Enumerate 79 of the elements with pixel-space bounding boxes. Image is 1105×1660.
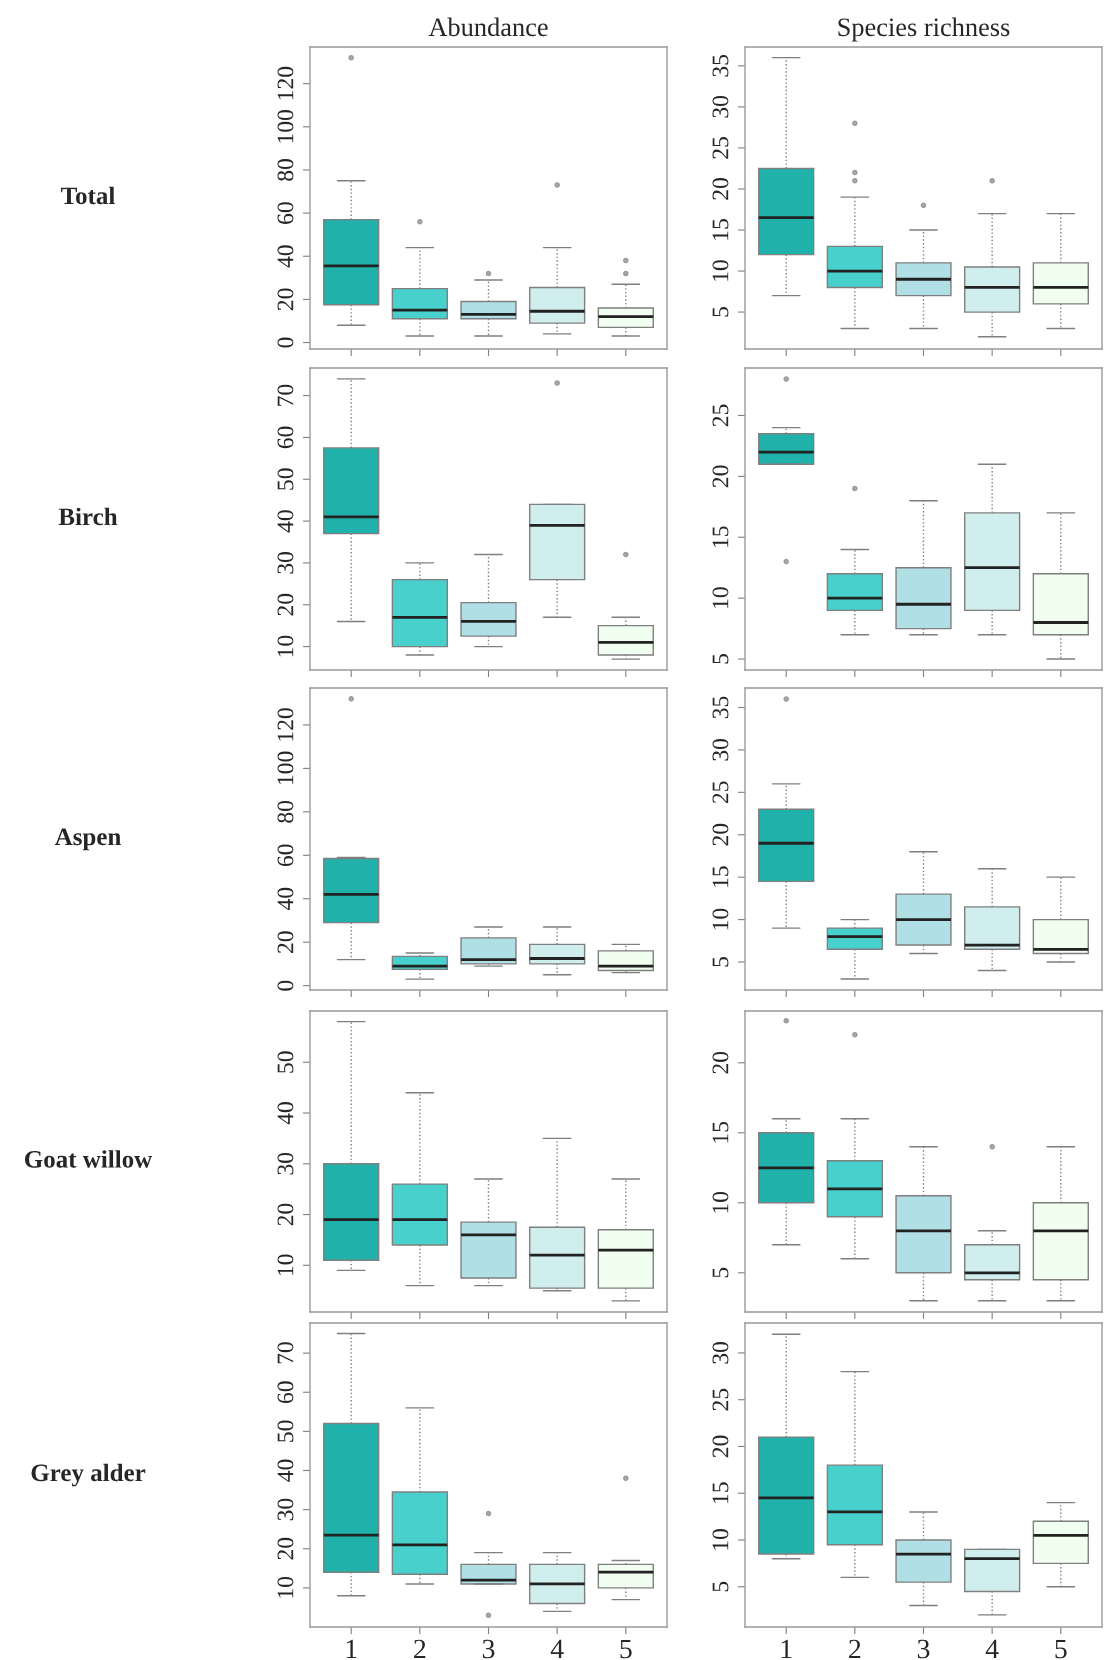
y-tick-label: 15 <box>712 219 729 240</box>
y-tick-label: 70 <box>277 1342 294 1364</box>
x-tick-label: 4 <box>985 1639 999 1659</box>
y-axis-title: Grey alder <box>31 1463 146 1487</box>
y-tick-label: 5 <box>712 1267 729 1278</box>
y-tick-label: 15 <box>712 526 729 547</box>
y-tick-label: 20 <box>277 931 294 953</box>
y-tick-label: 50 <box>277 1420 294 1442</box>
y-tick-label: 60 <box>277 844 294 867</box>
y-axis-title: Total <box>61 186 115 205</box>
y-tick-label: 25 <box>712 404 729 427</box>
y-tick-label: 25 <box>712 781 729 804</box>
y-tick-label: 10 <box>277 1576 294 1598</box>
y-tick-label: 50 <box>277 468 294 490</box>
y-tick-label: 15 <box>712 1482 729 1503</box>
y-tick-label: 5 <box>712 957 729 967</box>
y-axis-title: Aspen <box>54 828 121 851</box>
y-tick-label: 0 <box>277 980 294 991</box>
y-tick-label: 10 <box>712 260 729 281</box>
y-tick-label: 0 <box>277 337 294 348</box>
y-tick-label: 20 <box>277 288 294 311</box>
y-axis-title: Goat willow <box>24 1150 153 1168</box>
x-tick-label: 2 <box>414 1639 426 1659</box>
y-tick-label: 30 <box>277 1498 294 1521</box>
y-tick-label: 35 <box>712 54 729 77</box>
y-tick-label: 5 <box>712 654 729 664</box>
y-tick-label: 30 <box>712 96 729 118</box>
y-axis-title: Birch <box>58 507 118 526</box>
x-tick-label: 2 <box>849 1639 861 1659</box>
y-tick-label: 120 <box>277 708 294 741</box>
y-tick-label: 10 <box>712 587 729 608</box>
x-tick-label: 1 <box>781 1639 792 1659</box>
x-tick-label: 3 <box>482 1639 495 1659</box>
y-tick-label: 50 <box>277 1051 294 1073</box>
x-tick-label: 3 <box>917 1639 930 1659</box>
y-tick-label: 20 <box>712 465 729 488</box>
y-tick-label: 30 <box>712 739 729 761</box>
y-tick-label: 25 <box>712 1388 729 1411</box>
y-tick-label: 60 <box>277 202 294 224</box>
y-tick-label: 40 <box>277 1459 294 1482</box>
y-tick-label: 40 <box>277 510 294 533</box>
y-tick-label: 30 <box>277 552 294 574</box>
x-tick-label: 1 <box>346 1639 357 1659</box>
y-tick-label: 5 <box>712 307 729 317</box>
y-tick-label: 10 <box>712 1191 729 1213</box>
x-tick-label: 4 <box>550 1639 564 1659</box>
chart-title: Species richness <box>838 17 1010 42</box>
y-tick-label: 80 <box>277 159 294 181</box>
y-tick-label: 40 <box>277 245 294 268</box>
y-tick-label: 10 <box>277 635 294 657</box>
y-tick-label: 100 <box>277 751 294 785</box>
y-tick-label: 40 <box>277 1102 294 1125</box>
y-tick-label: 35 <box>712 696 729 719</box>
y-tick-label: 20 <box>712 1051 729 1074</box>
y-tick-label: 10 <box>712 908 729 930</box>
y-tick-label: 20 <box>277 593 294 616</box>
y-tick-label: 10 <box>712 1529 729 1550</box>
y-tick-label: 60 <box>277 1381 294 1404</box>
y-tick-label: 30 <box>277 1152 294 1175</box>
y-tick-label: 25 <box>712 137 729 159</box>
y-tick-label: 20 <box>277 1537 294 1560</box>
y-tick-label: 70 <box>277 384 294 406</box>
x-tick-label: 5 <box>1055 1639 1067 1659</box>
y-tick-label: 20 <box>712 1435 729 1458</box>
y-tick-label: 40 <box>277 887 294 911</box>
chart-title: Abundance <box>428 17 548 37</box>
y-tick-label: 120 <box>277 66 294 100</box>
y-tick-label: 60 <box>277 426 294 449</box>
y-tick-label: 15 <box>712 1121 729 1143</box>
x-tick-label: 5 <box>620 1639 632 1659</box>
y-tick-label: 80 <box>277 800 294 823</box>
y-tick-label: 15 <box>712 866 729 887</box>
y-tick-label: 30 <box>712 1342 729 1364</box>
y-tick-label: 20 <box>712 823 729 846</box>
y-tick-label: 20 <box>712 178 729 200</box>
y-tick-label: 5 <box>712 1581 729 1592</box>
y-tick-label: 10 <box>277 1254 294 1276</box>
y-tick-label: 20 <box>277 1203 294 1226</box>
y-tick-label: 100 <box>277 110 294 143</box>
